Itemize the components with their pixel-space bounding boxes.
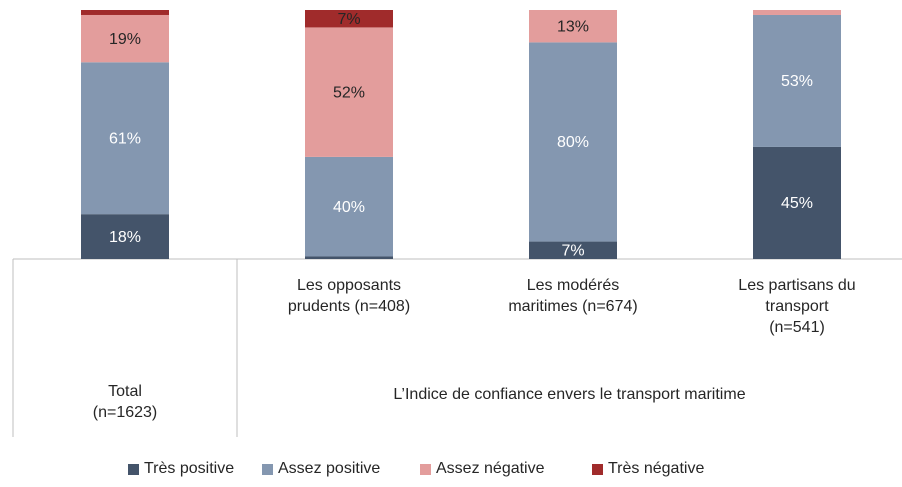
data-label: 61% bbox=[109, 130, 141, 147]
legend-item: Assez négative bbox=[420, 460, 545, 478]
x-tick-label: Les opposants prudents (n=408) bbox=[287, 277, 411, 315]
data-label: 52% bbox=[333, 84, 365, 101]
legend-item: Assez positive bbox=[262, 460, 380, 478]
legend-label: Très négative bbox=[608, 460, 705, 477]
legend-item: Très positive bbox=[128, 460, 234, 478]
bar-segment bbox=[81, 214, 169, 259]
bar-segment bbox=[81, 14, 169, 63]
legend-swatch bbox=[592, 463, 603, 475]
data-label: 53% bbox=[781, 73, 813, 90]
bar-segment bbox=[81, 10, 169, 15]
bar-segment bbox=[81, 62, 169, 215]
x-tick-label: Les partisans du transport (n=541) bbox=[738, 277, 856, 336]
legend-item: Très négative bbox=[592, 460, 704, 478]
data-label: 45% bbox=[781, 195, 813, 212]
bar-segment bbox=[305, 10, 393, 28]
group-label: L’Indice de confiance envers le transpor… bbox=[393, 386, 746, 403]
bar-segment bbox=[753, 14, 841, 147]
data-label: 80% bbox=[557, 134, 589, 151]
bar-segment bbox=[753, 146, 841, 259]
data-label: 7% bbox=[561, 243, 584, 260]
data-label: 13% bbox=[557, 18, 589, 35]
data-label: 7% bbox=[337, 11, 360, 28]
legend-label: Assez positive bbox=[278, 460, 381, 477]
x-tick-label: Total (n=1623) bbox=[92, 383, 158, 421]
data-label: 19% bbox=[109, 31, 141, 48]
bar-segment bbox=[305, 27, 393, 157]
legend-label: Assez négative bbox=[436, 460, 545, 477]
bar-segment bbox=[753, 10, 841, 15]
legend-swatch bbox=[262, 463, 273, 475]
legend-label: Très positive bbox=[144, 460, 235, 477]
bar-segment bbox=[529, 42, 617, 242]
x-tick-label: Les modérés maritimes (n=674) bbox=[508, 277, 638, 315]
legend-swatch bbox=[128, 463, 139, 475]
bar-segment bbox=[305, 156, 393, 257]
data-label: 18% bbox=[109, 229, 141, 246]
bar-segment bbox=[305, 256, 393, 259]
data-label: 40% bbox=[333, 199, 365, 216]
legend-swatch bbox=[420, 463, 431, 475]
bar-segment bbox=[529, 10, 617, 43]
bar-segment bbox=[529, 241, 617, 259]
